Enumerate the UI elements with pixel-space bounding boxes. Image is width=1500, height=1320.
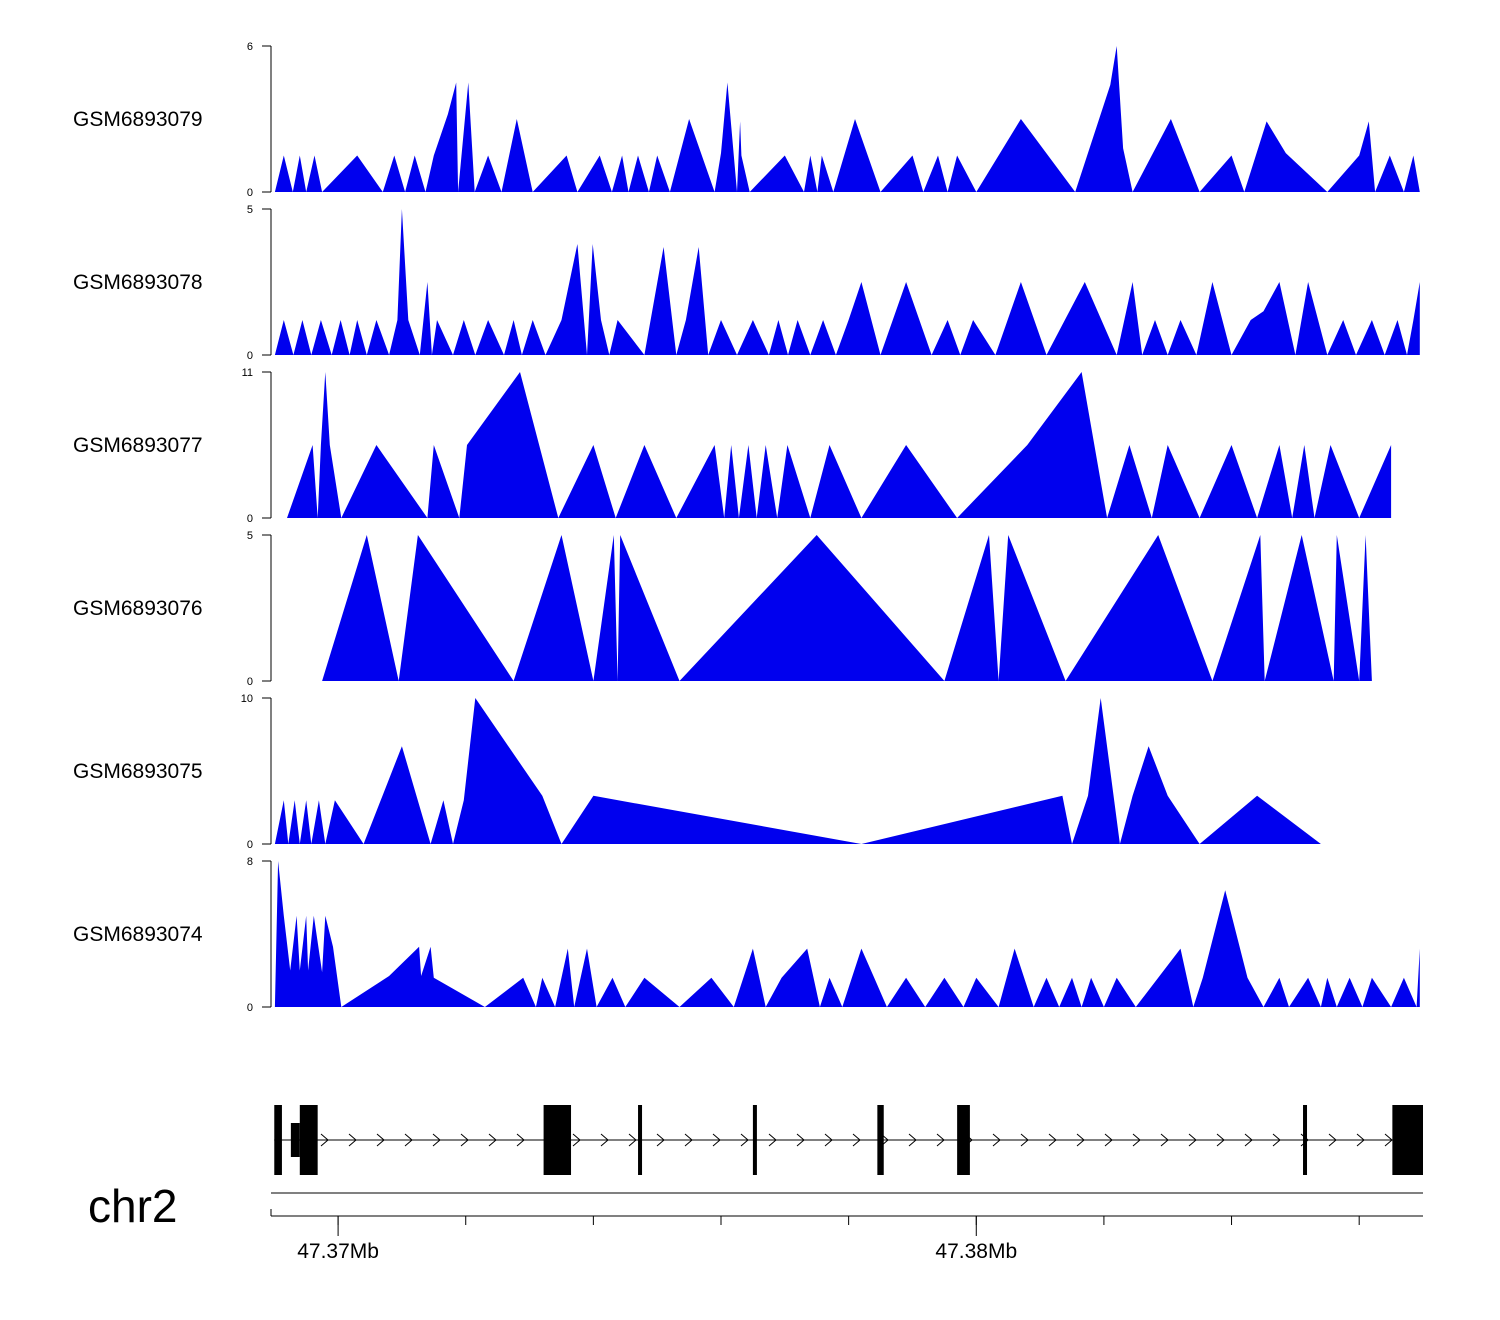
strand-arrow: [936, 1133, 945, 1147]
strand-arrow: [1216, 1133, 1225, 1147]
strand-arrow: [1160, 1133, 1169, 1147]
axis-position-label: 47.37Mb: [297, 1240, 379, 1263]
strand-arrow: [600, 1133, 609, 1147]
y-tick-label: 6: [247, 41, 253, 53]
strand-arrow: [1132, 1133, 1141, 1147]
coverage-track: GSM6893079 6 0: [73, 41, 1420, 199]
y-tick-label: 0: [247, 513, 253, 525]
y-tick-label: 11: [242, 367, 253, 379]
axis-position-label: 47.38Mb: [935, 1240, 1017, 1263]
strand-arrow: [796, 1133, 805, 1147]
gene-model-track: [274, 1105, 1423, 1175]
strand-arrow: [740, 1133, 749, 1147]
track-label: GSM6893074: [73, 923, 203, 946]
strand-arrow: [852, 1133, 861, 1147]
strand-arrow: [348, 1133, 357, 1147]
exon: [877, 1105, 884, 1175]
strand-arrow: [516, 1133, 525, 1147]
track-label: GSM6893079: [73, 108, 203, 131]
coverage-area: [274, 46, 1420, 192]
y-tick-label: 0: [247, 676, 253, 688]
track-label: GSM6893075: [73, 760, 203, 783]
strand-arrow: [320, 1133, 329, 1147]
strand-arrow: [656, 1133, 665, 1147]
y-tick-label: 10: [241, 693, 253, 705]
strand-arrow: [1356, 1133, 1365, 1147]
strand-arrow: [768, 1133, 777, 1147]
strand-arrow: [1020, 1133, 1029, 1147]
chromosome-label: chr2: [88, 1180, 177, 1232]
y-tick-label: 8: [247, 856, 253, 868]
strand-arrow: [824, 1133, 833, 1147]
y-tick-label: 0: [247, 1002, 253, 1014]
strand-arrow: [712, 1133, 721, 1147]
strand-arrow: [1384, 1133, 1393, 1147]
coverage-track: GSM6893074 8 0: [73, 856, 1420, 1014]
exon: [957, 1105, 970, 1175]
strand-arrow: [572, 1133, 581, 1147]
coverage-track: GSM6893077 11 0: [73, 367, 1392, 525]
coverage-track: GSM6893075 10 0: [73, 693, 1353, 851]
exon: [638, 1105, 643, 1175]
strand-arrow: [460, 1133, 469, 1147]
genome-axis: chr2 47.37Mb 47.38Mb: [88, 1180, 1423, 1263]
strand-arrow: [992, 1133, 1001, 1147]
track-label: GSM6893076: [73, 597, 203, 620]
exon: [1392, 1105, 1397, 1175]
track-label: GSM6893077: [73, 434, 203, 457]
exon-utr: [290, 1123, 300, 1157]
coverage-tracks: GSM689307960GSM689307850GSM6893077110GSM…: [73, 41, 1420, 1014]
strand-arrow: [432, 1133, 441, 1147]
y-tick-label: 0: [247, 187, 253, 199]
exon: [299, 1105, 318, 1175]
coverage-area: [274, 861, 1420, 1007]
strand-arrow: [376, 1133, 385, 1147]
strand-arrow: [1328, 1133, 1337, 1147]
coverage-area: [322, 535, 1372, 681]
coverage-area: [274, 209, 1420, 355]
exon-utr: [555, 1123, 566, 1157]
coverage-area: [287, 372, 1392, 518]
strand-arrow: [404, 1133, 413, 1147]
strand-arrow: [628, 1133, 637, 1147]
strand-arrow: [1104, 1133, 1113, 1147]
exon: [274, 1105, 282, 1175]
strand-arrow: [1272, 1133, 1281, 1147]
exon: [752, 1105, 757, 1175]
strand-arrow: [488, 1133, 497, 1147]
track-label: GSM6893078: [73, 271, 203, 294]
strand-arrow: [1076, 1133, 1085, 1147]
y-tick-label: 0: [247, 839, 253, 851]
coverage-track: GSM6893078 5 0: [73, 204, 1420, 362]
y-tick-label: 5: [247, 530, 253, 542]
exon: [1303, 1105, 1308, 1175]
coverage-track: GSM6893076 5 0: [73, 530, 1372, 688]
strand-arrow: [1048, 1133, 1057, 1147]
strand-arrow: [684, 1133, 693, 1147]
strand-arrow: [908, 1133, 917, 1147]
y-tick-label: 0: [247, 350, 253, 362]
strand-arrow: [1244, 1133, 1253, 1147]
exon: [1394, 1105, 1423, 1175]
y-tick-label: 5: [247, 204, 253, 216]
coverage-area: [274, 698, 1353, 844]
strand-arrow: [1188, 1133, 1197, 1147]
